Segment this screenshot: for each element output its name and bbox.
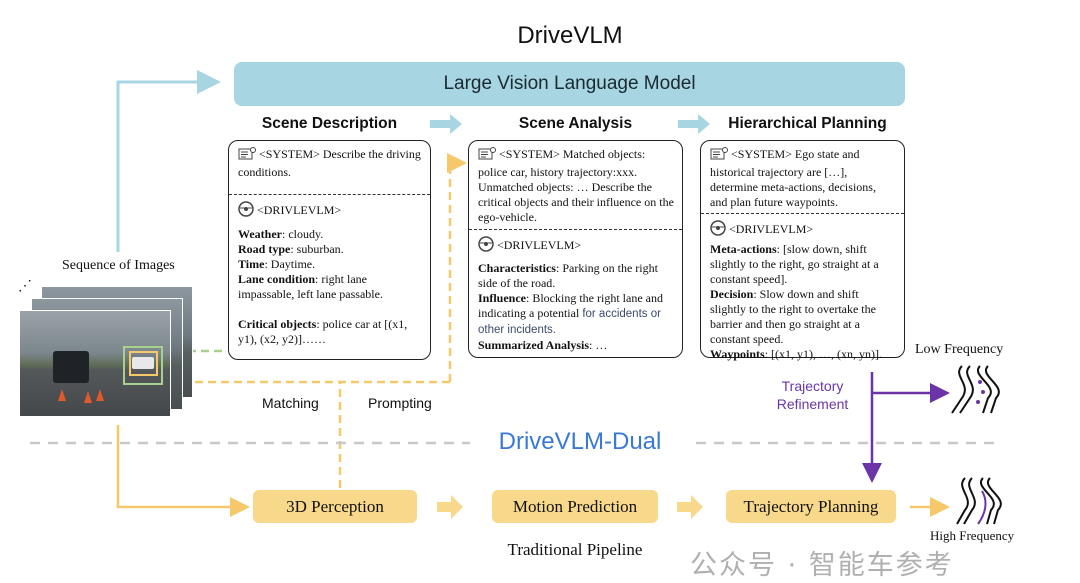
pipeline-input-line — [116, 425, 250, 517]
hierarchical-planning-box: <SYSTEM> Ego state and historical trajec… — [700, 140, 905, 361]
field-road-type: Road type: suburban. — [238, 242, 344, 256]
field-meta-actions: Meta-actions: [slow down, shift slightly… — [710, 242, 879, 286]
scene-description-box: <SYSTEM> Describe the driving conditions… — [228, 140, 431, 360]
model-tag: <DRIVLEVLM> — [257, 203, 342, 217]
system-prompt: Ego state and historical trajectory are … — [710, 147, 876, 209]
scene-analysis-box: <SYSTEM> Matched objects: police car, hi… — [468, 140, 683, 358]
pipeline-step-3d-perception: 3D Perception — [253, 490, 417, 523]
pipeline-arrow-2 — [677, 495, 703, 519]
system-tag: <SYSTEM> — [499, 147, 560, 161]
pipeline-arrow-1 — [437, 495, 463, 519]
model-tag: <DRIVLEVLM> — [729, 222, 814, 236]
steering-wheel-icon — [238, 201, 254, 221]
pipeline-label: Traditional Pipeline — [507, 540, 643, 559]
model-tag: <DRIVLEVLM> — [497, 238, 582, 252]
system-prompt: Matched objects: police car, history tra… — [478, 147, 674, 224]
field-decision: Decision: Slow down and shift slightly t… — [710, 287, 876, 346]
diagram-title: DriveVLM — [517, 22, 623, 49]
heading-scene-description: Scene Description — [261, 115, 398, 132]
system-prompt: Describe the driving conditions. — [238, 147, 421, 179]
field-critical-objects: Critical objects: police car at [(x1, y1… — [238, 317, 408, 346]
low-frequency-label: Low Frequency — [915, 342, 1004, 357]
system-tag: <SYSTEM> — [259, 147, 320, 161]
system-tag: <SYSTEM> — [731, 147, 792, 161]
image-sequence — [19, 286, 193, 417]
refinement-label: Trajectory Refinement — [776, 378, 849, 412]
field-time: Time: Daytime. — [238, 257, 316, 271]
police-car — [132, 357, 154, 369]
traffic-cone — [58, 389, 66, 401]
matching-label: Matching — [262, 395, 319, 411]
heading-hierarchical-planning: Hierarchical Planning — [728, 115, 887, 132]
traffic-cone — [84, 391, 92, 403]
frame-1 — [19, 310, 171, 417]
high-frequency-label: High Frequency — [930, 528, 1015, 543]
stage-arrow-1 — [430, 114, 462, 134]
dual-label: DriveVLM-Dual — [470, 428, 690, 456]
system-settings-icon — [710, 147, 728, 165]
prompting-arrow — [338, 163, 462, 488]
steering-wheel-icon — [710, 220, 726, 240]
images-label: Sequence of Images — [62, 258, 175, 273]
suv — [53, 351, 89, 383]
pipeline-step-trajectory-planning: Trajectory Planning — [726, 490, 896, 523]
field-waypoints: Waypoints: [(x1, y1), …, (xn, yn)]. — [710, 347, 882, 361]
traffic-cone — [96, 389, 104, 401]
road-high-frequency-icon — [956, 477, 1002, 525]
heading-scene-analysis: Scene Analysis — [518, 115, 633, 132]
stage-arrow-2 — [678, 114, 710, 134]
prompting-label: Prompting — [368, 395, 432, 411]
watermark: 公众号 · 智能车参考 — [690, 550, 954, 581]
field-summarized-analysis: Summarized Analysis: … — [478, 338, 608, 352]
pipeline-step-motion-prediction: Motion Prediction — [492, 490, 658, 523]
road-low-frequency-icon — [951, 365, 1000, 414]
steering-wheel-icon — [478, 236, 494, 256]
lvlm-bar: Large Vision Language Model — [234, 62, 905, 106]
field-characteristics: Characteristics: Parking on the right si… — [478, 261, 658, 290]
ellipsis-dots: ⋰ — [18, 279, 32, 294]
field-influence: Influence: Blocking the right lane and i… — [478, 291, 663, 336]
field-lane-condition: Lane condition: right lane impassable, l… — [238, 272, 383, 301]
input-arrow — [116, 70, 221, 252]
field-weather: Weather: cloudy. — [238, 227, 324, 241]
prompting-bbox — [129, 351, 158, 376]
matching-bbox — [123, 346, 163, 385]
system-settings-icon — [478, 147, 496, 165]
system-settings-icon — [238, 147, 256, 165]
